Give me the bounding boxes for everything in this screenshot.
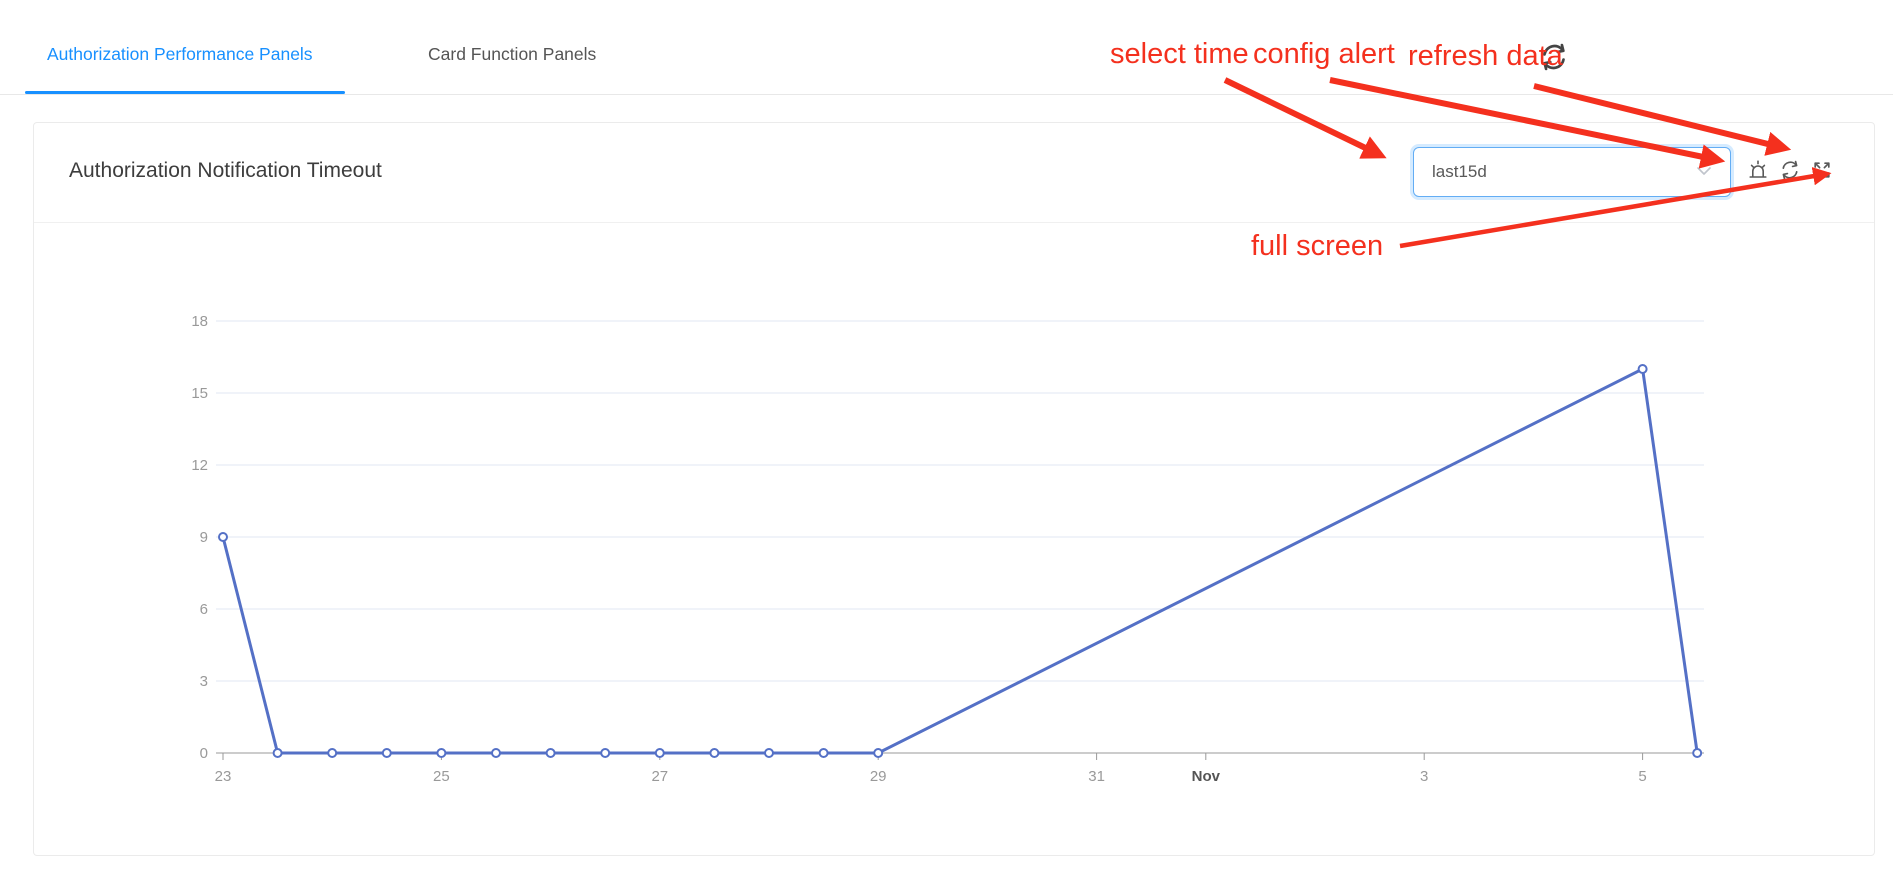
svg-text:25: 25 bbox=[433, 768, 450, 785]
authorization-notification-timeout-panel: Authorization Notification Timeout last1… bbox=[33, 122, 1875, 856]
chevron-down-icon bbox=[1696, 163, 1712, 181]
svg-text:27: 27 bbox=[651, 768, 668, 785]
svg-text:31: 31 bbox=[1088, 768, 1105, 785]
tab-card-function-panels[interactable]: Card Function Panels bbox=[428, 44, 597, 64]
svg-text:29: 29 bbox=[870, 768, 887, 785]
page-refresh-button[interactable] bbox=[1536, 40, 1572, 76]
annotation-refresh-data: refresh data bbox=[1408, 40, 1563, 72]
svg-text:5: 5 bbox=[1638, 768, 1646, 785]
panel-title: Authorization Notification Timeout bbox=[69, 159, 382, 182]
time-range-value: last15d bbox=[1432, 162, 1487, 181]
svg-text:23: 23 bbox=[215, 768, 232, 785]
tab-authorization-performance-panels[interactable]: Authorization Performance Panels bbox=[47, 44, 313, 64]
annotation-select-time: select time bbox=[1110, 38, 1249, 70]
config-alert-button[interactable] bbox=[1746, 158, 1770, 182]
svg-text:3: 3 bbox=[200, 673, 208, 690]
fullscreen-icon bbox=[1810, 162, 1834, 185]
svg-text:15: 15 bbox=[191, 385, 208, 402]
alarm-bell-icon bbox=[1746, 160, 1770, 185]
svg-text:18: 18 bbox=[191, 313, 208, 330]
annotation-full-screen: full screen bbox=[1251, 230, 1384, 262]
svg-text:0: 0 bbox=[200, 745, 208, 762]
annotation-config-alert: config alert bbox=[1253, 38, 1395, 70]
svg-text:6: 6 bbox=[200, 601, 208, 618]
line-chart: 0 3 6 9 12 15 18 23 25 27 29 31 Nov 3 5 bbox=[191, 313, 1704, 785]
active-tab-underline bbox=[25, 91, 345, 94]
refresh-icon bbox=[1537, 43, 1571, 77]
refresh-data-button[interactable] bbox=[1778, 158, 1802, 182]
full-screen-button[interactable] bbox=[1810, 158, 1834, 182]
svg-text:9: 9 bbox=[200, 529, 208, 546]
svg-text:12: 12 bbox=[191, 457, 208, 474]
panel-header: Authorization Notification Timeout last1… bbox=[34, 123, 1874, 223]
svg-text:Nov: Nov bbox=[1192, 768, 1221, 785]
svg-text:3: 3 bbox=[1420, 768, 1428, 785]
time-range-select[interactable]: last15d bbox=[1413, 147, 1731, 197]
chart-area: 0 3 6 9 12 15 18 23 25 27 29 31 Nov 3 5 bbox=[34, 223, 1875, 855]
tabbar-divider bbox=[0, 94, 1893, 95]
refresh-icon bbox=[1778, 160, 1802, 185]
